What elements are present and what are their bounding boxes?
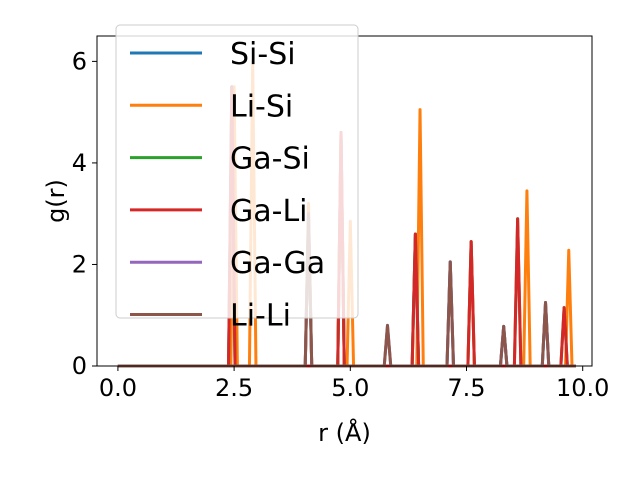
y-tick-label: 4 xyxy=(72,149,87,177)
x-tick-label: 10.0 xyxy=(556,374,609,402)
x-tick-label: 0.0 xyxy=(99,374,137,402)
x-axis-title: r (Å) xyxy=(318,418,371,447)
legend-label-li-si: Li-Si xyxy=(230,89,293,124)
legend: Si-Si Li-Si Ga-Si Ga-Li Ga-Ga Li-Li xyxy=(115,24,359,334)
x-tick-label: 7.5 xyxy=(447,374,485,402)
legend-label-ga-si: Ga-Si xyxy=(230,142,310,177)
legend-label-ga-li: Ga-Li xyxy=(230,194,308,229)
x-tick-label: 2.5 xyxy=(215,374,253,402)
x-tick-label: 5.0 xyxy=(331,374,369,402)
y-tick-label: 0 xyxy=(72,352,87,380)
ticks-layer: 0.0 2.5 5.0 7.5 10.0 0 2 4 6 xyxy=(72,47,610,402)
y-axis-title: g(r) xyxy=(42,179,70,223)
legend-box xyxy=(115,24,359,319)
legend-label-si-si: Si-Si xyxy=(230,37,296,72)
legend-label-li-li: Li-Li xyxy=(230,299,291,334)
legend-label-ga-ga: Ga-Ga xyxy=(230,246,325,281)
y-tick-label: 6 xyxy=(72,47,87,75)
y-tick-label: 2 xyxy=(72,250,87,278)
